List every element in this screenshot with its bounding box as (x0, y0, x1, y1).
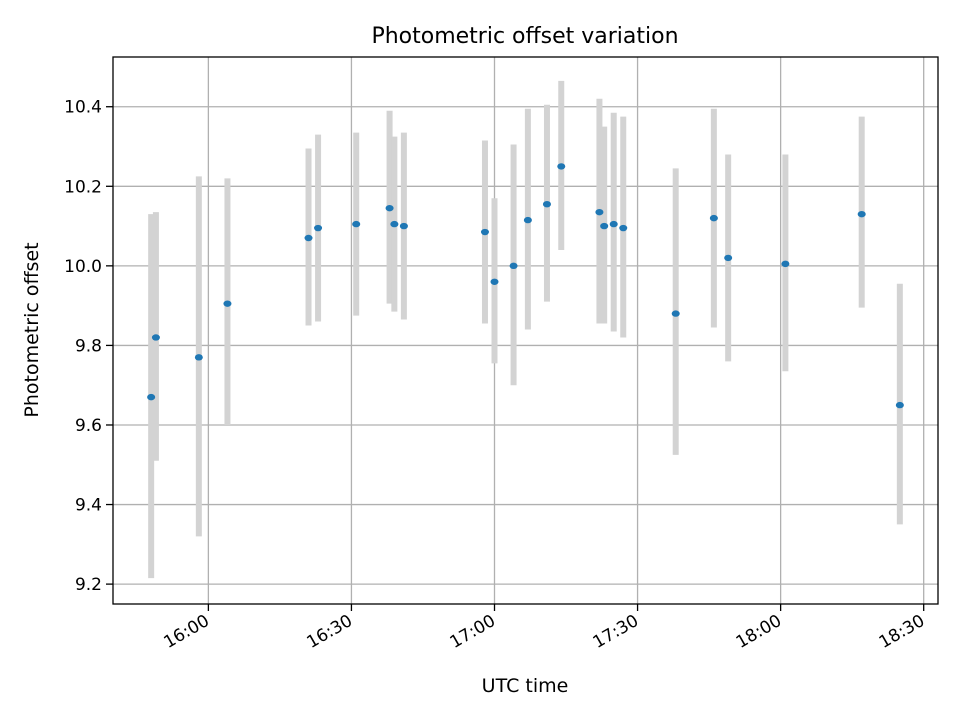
data-point (857, 210, 866, 218)
x-tick-label: 17:30 (590, 611, 642, 653)
data-point (223, 300, 232, 307)
data-point (523, 216, 532, 224)
data-point (390, 220, 399, 228)
y-tick-label: 10.2 (64, 177, 102, 197)
y-tick-label: 9.2 (75, 575, 102, 595)
x-tick-label: 18:30 (876, 611, 928, 653)
x-tick-label: 17:00 (447, 611, 499, 653)
y-axis-label: Photometric offset (21, 242, 43, 417)
data-point (352, 220, 361, 228)
grid-layer (113, 57, 938, 604)
plot-frame (112, 56, 939, 605)
y-tick-label: 9.4 (75, 496, 102, 516)
data-point (314, 224, 323, 232)
x-tick-label: 16:00 (160, 611, 212, 653)
data-point (600, 222, 609, 230)
data-point (542, 200, 551, 208)
data-point (619, 224, 628, 232)
data-point (609, 220, 618, 228)
data-point (671, 310, 680, 317)
y-tick-label: 10.4 (64, 98, 102, 118)
data-point (557, 163, 566, 170)
data-point (595, 208, 604, 216)
point-layer (147, 163, 904, 409)
data-point (724, 254, 733, 262)
y-tick-label: 9.6 (75, 416, 102, 436)
data-point (147, 393, 156, 401)
x-axis-label: UTC time (482, 675, 569, 697)
x-tick-label: 16:30 (304, 611, 356, 653)
data-point (385, 204, 394, 212)
errorbar-layer (148, 80, 903, 579)
data-point (151, 334, 160, 341)
data-point (304, 234, 313, 242)
data-point (490, 278, 499, 285)
data-point (509, 262, 518, 270)
data-point (781, 260, 790, 268)
data-point (399, 222, 408, 230)
y-tick-label: 9.8 (75, 336, 102, 356)
x-tick-label: 18:00 (733, 611, 785, 653)
data-point (895, 401, 904, 409)
chart-title: Photometric offset variation (371, 24, 678, 49)
y-tick-label: 10.0 (64, 257, 102, 277)
data-point (709, 214, 718, 222)
data-point (480, 228, 489, 236)
tick-layer: 16:00 16:30 17:00 17:30 18:00 18:30 9.2 9.4 9.6 9… (64, 98, 928, 653)
data-point (194, 354, 203, 361)
